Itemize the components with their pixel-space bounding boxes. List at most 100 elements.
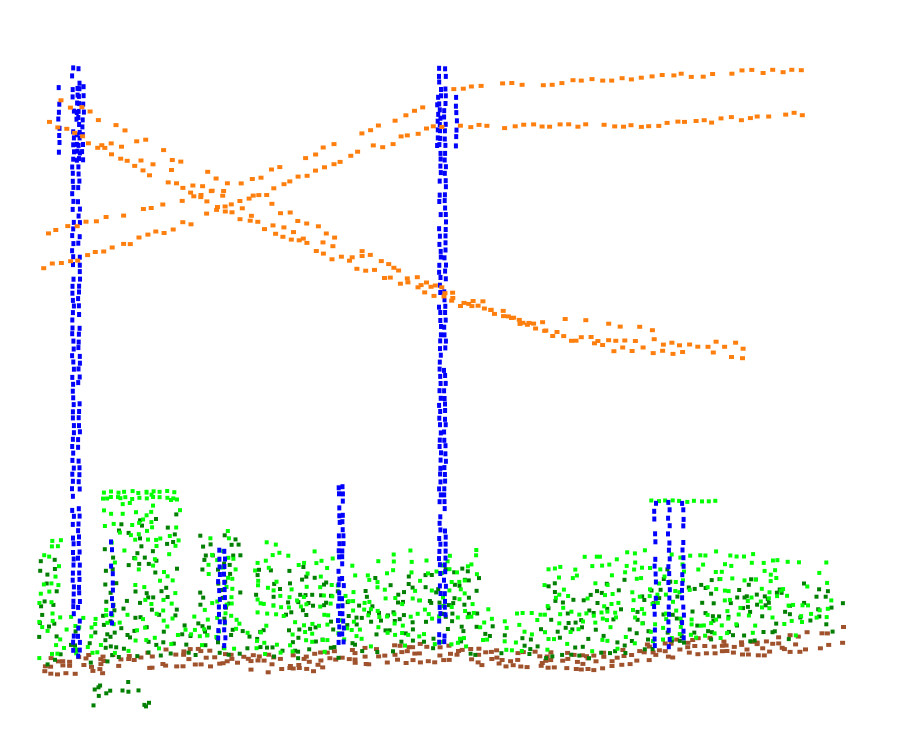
low-vegetation-point <box>96 693 101 698</box>
ground-point <box>98 662 104 667</box>
vegetation-point <box>174 525 179 530</box>
wire-point <box>650 351 656 356</box>
vegetation-point <box>670 498 675 503</box>
tower-point <box>652 604 657 610</box>
wire-point <box>466 301 472 306</box>
tower-point <box>77 570 82 576</box>
vegetation-point <box>173 543 178 548</box>
vegetation-point <box>750 630 755 635</box>
wire-point <box>391 265 397 270</box>
vegetation-point <box>529 611 534 615</box>
wire-point <box>237 217 243 222</box>
ground-point <box>301 656 307 661</box>
low-vegetation-point <box>569 652 574 657</box>
wire-point <box>457 123 463 128</box>
low-vegetation-point <box>615 640 620 645</box>
low-vegetation-point <box>237 651 242 656</box>
wire-point <box>422 290 428 295</box>
vegetation-point <box>134 510 138 515</box>
vegetation-point <box>350 563 355 568</box>
ground-point <box>362 645 368 650</box>
ground-point <box>287 664 293 668</box>
vegetation-point <box>730 576 735 581</box>
wire-point <box>799 113 805 118</box>
tower-point <box>437 366 442 372</box>
tower-point <box>76 458 81 464</box>
vegetation-point <box>613 610 618 615</box>
ground-point <box>186 657 192 662</box>
tower-point <box>56 116 61 122</box>
vegetation-point <box>69 614 74 619</box>
vegetation-point <box>288 643 293 648</box>
low-vegetation-point <box>180 632 185 637</box>
low-vegetation-point <box>216 640 220 645</box>
low-vegetation-point <box>814 594 819 599</box>
wire-point <box>330 244 336 249</box>
tower-point <box>222 571 226 577</box>
vegetation-point <box>762 568 767 573</box>
vegetation-point <box>349 628 354 632</box>
low-vegetation-point <box>297 627 302 632</box>
low-vegetation-point <box>161 629 166 634</box>
low-vegetation-point <box>198 602 203 607</box>
vegetation-point <box>817 570 822 575</box>
low-vegetation-point <box>272 581 277 586</box>
tower-point <box>667 595 672 601</box>
vegetation-point <box>117 530 122 535</box>
ground-point <box>537 654 543 659</box>
low-vegetation-point <box>105 632 110 637</box>
wire-point <box>273 231 279 236</box>
vegetation-point <box>261 601 266 606</box>
low-vegetation-point <box>51 602 56 607</box>
ground-point <box>609 664 615 668</box>
low-vegetation-point <box>499 651 504 656</box>
tower-point <box>340 554 345 560</box>
vegetation-point <box>317 623 321 628</box>
wire-point <box>677 343 682 348</box>
wire-point <box>41 266 47 271</box>
tower-point <box>438 395 443 401</box>
tower-point <box>222 579 227 585</box>
vegetation-point <box>753 623 758 628</box>
vegetation-point <box>296 563 301 567</box>
wire-point <box>386 262 392 267</box>
ground-point <box>261 658 267 663</box>
tower-point <box>76 528 81 534</box>
wire-point <box>271 186 277 191</box>
ground-point <box>776 641 782 646</box>
low-vegetation-point <box>555 629 560 634</box>
low-vegetation-point <box>272 654 276 659</box>
vegetation-point <box>462 591 467 596</box>
vegetation-point <box>639 607 644 612</box>
vegetation-point <box>522 629 527 634</box>
vegetation-point <box>455 640 460 645</box>
ground-point <box>392 652 398 657</box>
tower-point <box>216 628 221 634</box>
low-vegetation-point <box>674 616 679 621</box>
low-vegetation-point <box>313 639 318 644</box>
vegetation-point <box>418 578 423 583</box>
wire-point <box>559 81 565 86</box>
tower-point <box>437 437 442 443</box>
wire-point <box>281 182 287 187</box>
vegetation-point <box>320 638 325 642</box>
wire-point <box>583 318 589 323</box>
ground-point <box>515 657 521 662</box>
vegetation-point <box>624 563 629 568</box>
ground-point <box>67 663 73 668</box>
tower-point <box>222 619 227 625</box>
low-vegetation-point <box>459 639 464 644</box>
ground-point <box>591 668 597 673</box>
low-vegetation-point <box>466 611 471 616</box>
wire-point <box>180 185 186 190</box>
vegetation-point <box>143 597 148 602</box>
low-vegetation-point <box>126 680 131 684</box>
tower-point <box>653 571 658 577</box>
vegetation-point <box>689 622 694 627</box>
tower-point <box>76 541 81 546</box>
wire-point <box>646 124 652 129</box>
tower-point <box>77 360 82 366</box>
low-vegetation-point <box>468 651 473 656</box>
tower-point <box>77 269 82 275</box>
low-vegetation-point <box>779 590 784 595</box>
